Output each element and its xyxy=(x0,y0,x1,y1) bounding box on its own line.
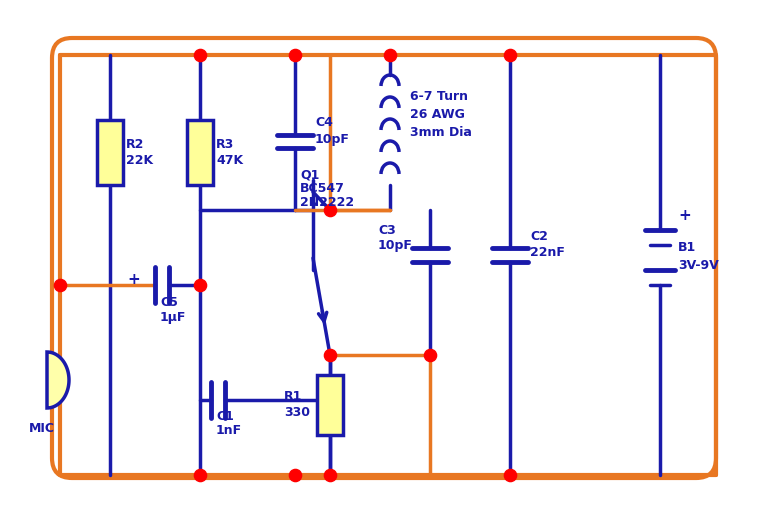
Text: 22K: 22K xyxy=(126,154,153,167)
Text: 3mm Dia: 3mm Dia xyxy=(410,126,472,139)
Text: 3V-9V: 3V-9V xyxy=(678,259,719,272)
Text: +: + xyxy=(127,272,140,288)
Text: B1: B1 xyxy=(678,241,697,254)
FancyBboxPatch shape xyxy=(317,375,343,435)
Text: MIC: MIC xyxy=(29,421,55,434)
Text: 47K: 47K xyxy=(216,154,243,167)
Text: C3: C3 xyxy=(378,224,396,237)
Text: C1: C1 xyxy=(216,409,234,422)
Text: 10pF: 10pF xyxy=(315,132,350,145)
Polygon shape xyxy=(47,352,69,408)
Text: C2: C2 xyxy=(530,229,548,242)
Text: 10pF: 10pF xyxy=(378,239,413,253)
FancyBboxPatch shape xyxy=(187,120,213,185)
Text: R3: R3 xyxy=(216,138,234,151)
Text: 2N2222: 2N2222 xyxy=(300,196,354,209)
Text: C5: C5 xyxy=(160,296,178,309)
Text: C4: C4 xyxy=(315,116,333,130)
Text: 330: 330 xyxy=(284,406,310,419)
FancyBboxPatch shape xyxy=(97,120,123,185)
Text: R2: R2 xyxy=(126,138,144,151)
Text: 6-7 Turn: 6-7 Turn xyxy=(410,90,468,103)
Text: +: + xyxy=(678,208,690,223)
Text: 22nF: 22nF xyxy=(530,245,565,258)
Text: 1µF: 1µF xyxy=(160,310,187,323)
Text: BC547: BC547 xyxy=(300,182,345,195)
Text: R1: R1 xyxy=(284,390,303,403)
Text: Q1: Q1 xyxy=(300,168,319,181)
Text: 1nF: 1nF xyxy=(216,424,242,436)
Text: 26 AWG: 26 AWG xyxy=(410,108,465,121)
